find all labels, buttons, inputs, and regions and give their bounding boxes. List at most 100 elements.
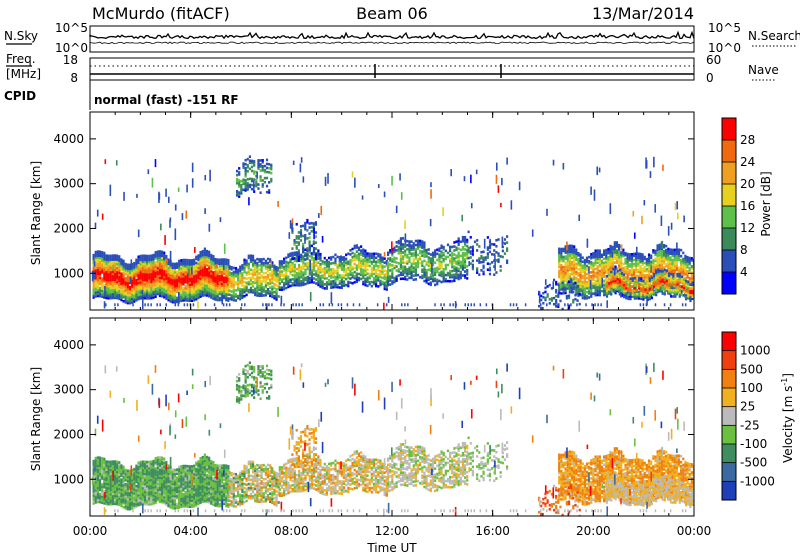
power-cell [676, 288, 679, 292]
power-cell [268, 189, 271, 192]
power-cell [332, 269, 335, 273]
power-cell [295, 279, 299, 283]
power-cell [234, 266, 238, 270]
power-cell [381, 272, 384, 276]
power-cell [425, 262, 428, 266]
power-cell [141, 286, 144, 290]
power-cell [289, 258, 292, 262]
power-cell [673, 248, 676, 252]
beam-title: Beam 06 [356, 4, 428, 23]
power-cell [178, 259, 181, 263]
power-cell [466, 240, 469, 244]
power-cell [275, 288, 278, 291]
power-cell [570, 278, 573, 281]
power-cell [393, 258, 396, 262]
power-cell [256, 267, 259, 271]
power-cell [434, 253, 437, 256]
power-cell [124, 299, 127, 302]
power-cell [336, 255, 339, 259]
power-cell [152, 278, 155, 281]
power-cell [111, 274, 114, 278]
power-cell [197, 276, 200, 280]
power-cell [300, 157, 303, 163]
power-cell [223, 294, 226, 298]
power-cell [480, 254, 483, 258]
power-cell [184, 266, 187, 270]
power-cell [334, 283, 337, 287]
power-cell [92, 280, 95, 283]
power-cell [218, 262, 221, 266]
power-cell [302, 281, 305, 285]
power-cell [603, 257, 606, 261]
power-cell [291, 257, 294, 260]
power-cell [677, 282, 681, 286]
power-cell [113, 284, 117, 288]
power-cell [141, 262, 144, 266]
power-cell [216, 262, 219, 266]
power-cell [122, 267, 125, 271]
power-cell [171, 268, 174, 272]
power-cell [641, 273, 644, 277]
power-cell [193, 286, 196, 290]
power-cell [158, 266, 162, 269]
power-cell [467, 248, 470, 252]
power-cell [656, 264, 659, 268]
power-cell [404, 245, 407, 249]
power-cell [105, 266, 108, 270]
power-cell [218, 272, 221, 276]
power-cell [469, 250, 472, 253]
power-cell [197, 264, 200, 267]
power-cell [277, 287, 280, 290]
power-cell [288, 232, 291, 239]
power-cell [232, 298, 235, 302]
power-cell [208, 295, 211, 298]
power-cell [639, 282, 642, 286]
power-cell [680, 273, 683, 276]
power-cell [631, 281, 634, 284]
power-cell [635, 280, 639, 284]
power-cell [644, 282, 647, 285]
power-cell [579, 269, 582, 273]
power-cell [238, 185, 241, 188]
power-cell [152, 292, 155, 295]
power-cell [594, 293, 597, 297]
power-cell [107, 254, 110, 258]
power-cell [558, 251, 561, 255]
power-cell [309, 292, 312, 302]
power-cell [419, 245, 422, 249]
power-cell [449, 249, 452, 253]
power-cell [643, 277, 646, 281]
power-cell [247, 270, 250, 274]
power-cell [145, 268, 149, 272]
power-cell [451, 269, 454, 273]
power-cell [105, 256, 108, 259]
power-cell [423, 255, 426, 259]
power-cell [667, 280, 671, 284]
power-cell [657, 284, 660, 288]
power-cell [201, 280, 204, 283]
power-cell [419, 239, 422, 243]
power-cell [287, 277, 290, 281]
power-cell [109, 258, 112, 262]
power-cell [133, 282, 136, 285]
power-cell [594, 291, 597, 295]
power-cell [145, 278, 149, 282]
power-cell [620, 290, 624, 293]
power-cell [643, 265, 646, 269]
power-cell [297, 251, 300, 254]
power-cell [459, 266, 462, 270]
power-cell [287, 265, 290, 269]
power-cell [220, 266, 224, 269]
power-cell [598, 261, 601, 265]
power-cell [368, 280, 371, 284]
power-cell [364, 251, 367, 255]
power-cell [285, 286, 288, 290]
power-cell [241, 280, 244, 283]
power-cell [572, 300, 575, 304]
power-cell [109, 184, 112, 197]
power-cell [544, 286, 547, 290]
power-cell [254, 291, 257, 295]
power-cell [368, 276, 371, 280]
power-cell [431, 261, 435, 265]
power-cell [186, 295, 189, 298]
